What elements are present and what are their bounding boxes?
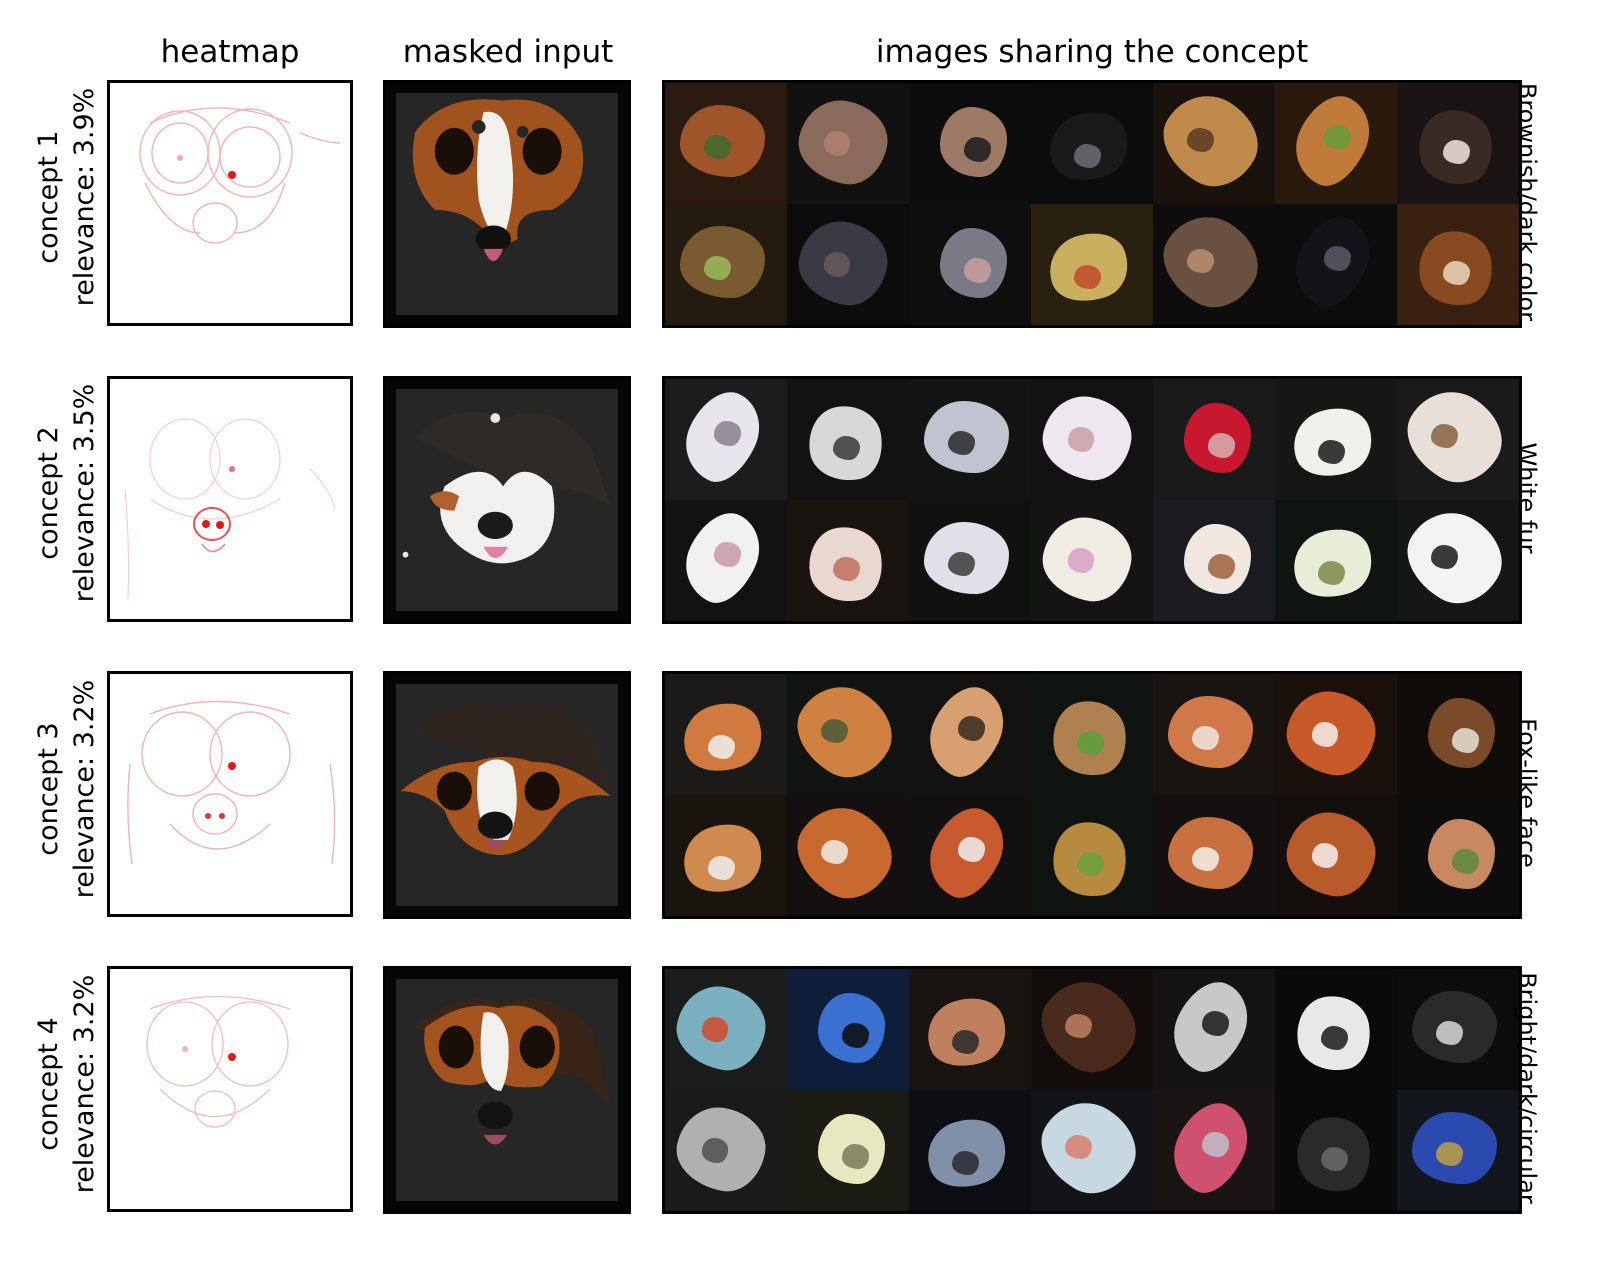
concept-example-image (1397, 1090, 1519, 1211)
row-label-concept-3: concept 3 relevance: 3.2% (31, 659, 109, 919)
concept-description-2: White fur (1513, 442, 1541, 554)
concept-example-image (787, 1090, 909, 1211)
concept-example-image (665, 379, 787, 500)
concept-example-image (665, 674, 787, 795)
concept-example-image (1031, 379, 1153, 500)
heatmap-panel-1 (107, 80, 353, 326)
concept-example-image (1031, 795, 1153, 916)
concept-example-image (909, 379, 1031, 500)
concept-example-image (1275, 500, 1397, 621)
concept-example-image (1275, 674, 1397, 795)
concept-description-1: Brownish/dark color (1513, 82, 1541, 322)
concept-name: concept 1 (33, 130, 64, 264)
concept-example-image (1031, 500, 1153, 621)
concept-example-image (909, 1090, 1031, 1211)
concept-example-image (1031, 204, 1153, 325)
concept-example-image (1153, 500, 1275, 621)
concept-example-image (787, 83, 909, 204)
concept-example-image (665, 204, 787, 325)
concept-example-image (1275, 969, 1397, 1090)
masked-input-panel-4 (383, 966, 631, 1214)
concept-example-image (1031, 674, 1153, 795)
concept-images-grid-1 (662, 80, 1522, 328)
heatmap-panel-4 (107, 966, 353, 1212)
concept-example-image (1275, 204, 1397, 325)
heatmap-image (146, 995, 291, 1128)
concept-example-image (1397, 204, 1519, 325)
concept-example-image (1397, 969, 1519, 1090)
concept-example-image (665, 83, 787, 204)
concept-images-grid-4 (662, 966, 1522, 1214)
concept-example-image (1397, 83, 1519, 204)
concept-example-image (1153, 1090, 1275, 1211)
concept-relevance: relevance: 3.2% (69, 974, 100, 1194)
concept-example-image (909, 83, 1031, 204)
masked-dog-image (415, 999, 611, 1145)
header-heatmap: heatmap (160, 34, 300, 70)
heatmap-image (139, 107, 341, 244)
concept-example-image (1153, 379, 1275, 500)
concept-example-image (1275, 379, 1397, 500)
concept-name: concept 3 (33, 722, 64, 856)
masked-input-panel-2 (383, 376, 631, 624)
concept-example-image (1153, 795, 1275, 916)
concept-example-image (1275, 83, 1397, 204)
heatmap-image (127, 700, 336, 865)
concept-example-image (787, 795, 909, 916)
concept-relevance: relevance: 3.5% (69, 383, 100, 603)
concept-example-image (1031, 1090, 1153, 1211)
masked-dog-image (402, 411, 611, 564)
heatmap-panel-2 (107, 376, 353, 622)
concept-example-image (787, 674, 909, 795)
concept-example-image (665, 795, 787, 916)
concept-example-image (909, 500, 1031, 621)
row-label-concept-4: concept 4 relevance: 3.2% (31, 954, 109, 1214)
concept-example-image (787, 379, 909, 500)
concept-example-image (1397, 379, 1519, 500)
concept-images-grid-3 (662, 671, 1522, 919)
row-label-concept-1: concept 1 relevance: 3.9% (31, 67, 109, 327)
concept-description-4: Bright/dark/circular (1513, 972, 1541, 1204)
concept-example-image (909, 795, 1031, 916)
concept-example-image (1153, 674, 1275, 795)
concept-example-image (1397, 795, 1519, 916)
concept-name: concept 2 (33, 426, 64, 560)
masked-dog-image (412, 99, 584, 262)
masked-input-panel-1 (383, 80, 631, 328)
concept-name: concept 4 (33, 1017, 64, 1151)
concept-description-3: Fox-like face (1513, 718, 1541, 868)
concept-example-image (1153, 969, 1275, 1090)
concept-relevance: relevance: 3.2% (69, 679, 100, 899)
masked-input-panel-3 (383, 671, 631, 919)
concept-example-image (1153, 83, 1275, 204)
row-label-concept-2: concept 2 relevance: 3.5% (31, 363, 109, 623)
concept-example-image (1031, 969, 1153, 1090)
concept-example-image (1397, 674, 1519, 795)
concept-example-image (909, 674, 1031, 795)
concept-example-image (909, 204, 1031, 325)
concept-images-grid-2 (662, 376, 1522, 624)
header-images-sharing: images sharing the concept (875, 34, 1309, 70)
masked-dog-image (400, 704, 611, 856)
concept-example-image (665, 500, 787, 621)
concept-example-image (1275, 1090, 1397, 1211)
concept-example-image (1153, 204, 1275, 325)
concept-relevance: relevance: 3.9% (69, 87, 100, 307)
concept-example-image (909, 969, 1031, 1090)
concept-example-image (665, 1090, 787, 1211)
heatmap-panel-3 (107, 671, 353, 917)
concept-example-image (665, 969, 787, 1090)
concept-example-image (787, 204, 909, 325)
concept-example-image (787, 969, 909, 1090)
concept-example-image (1031, 83, 1153, 204)
concept-example-image (787, 500, 909, 621)
concept-example-image (1397, 500, 1519, 621)
header-masked-input: masked input (402, 34, 614, 70)
concept-example-image (1275, 795, 1397, 916)
heatmap-image (124, 418, 336, 600)
